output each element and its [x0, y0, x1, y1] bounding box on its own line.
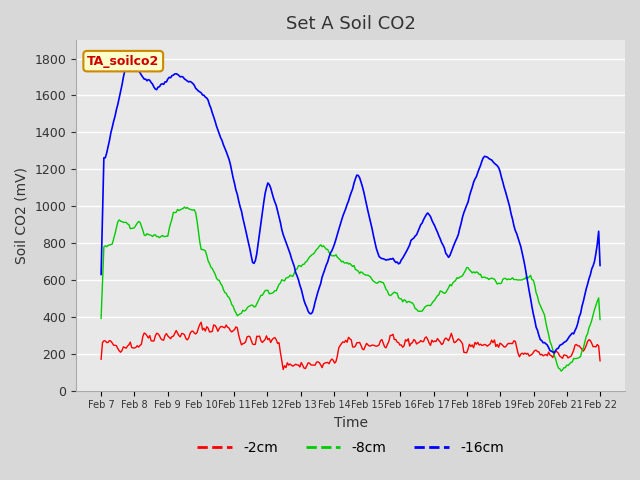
- -16cm: [596, 263, 604, 268]
- -8cm: [159, 233, 166, 239]
- -8cm: [571, 356, 579, 361]
- -8cm: [557, 368, 565, 374]
- -16cm: [97, 272, 105, 277]
- -8cm: [273, 288, 280, 294]
- -8cm: [317, 242, 324, 248]
- -2cm: [197, 319, 205, 325]
- -2cm: [159, 337, 166, 343]
- -2cm: [279, 367, 287, 372]
- -2cm: [264, 337, 272, 343]
- -16cm: [248, 253, 255, 259]
- -16cm: [550, 350, 558, 356]
- -16cm: [571, 328, 579, 334]
- Title: Set A Soil CO2: Set A Soil CO2: [285, 15, 415, 33]
- -2cm: [248, 337, 255, 343]
- -16cm: [273, 203, 280, 208]
- Text: TA_soilco2: TA_soilco2: [87, 55, 159, 68]
- Y-axis label: Soil CO2 (mV): Soil CO2 (mV): [15, 167, 29, 264]
- -8cm: [97, 315, 105, 321]
- -8cm: [180, 204, 188, 210]
- Line: -2cm: -2cm: [101, 322, 600, 370]
- -2cm: [571, 342, 579, 348]
- -8cm: [248, 302, 255, 308]
- -16cm: [125, 58, 132, 64]
- Line: -16cm: -16cm: [101, 61, 600, 353]
- -8cm: [264, 288, 272, 293]
- -16cm: [264, 180, 272, 186]
- -2cm: [273, 337, 280, 343]
- X-axis label: Time: Time: [333, 416, 367, 430]
- Legend: -2cm, -8cm, -16cm: -2cm, -8cm, -16cm: [192, 436, 509, 461]
- -2cm: [97, 356, 105, 362]
- -16cm: [160, 82, 168, 87]
- Line: -8cm: -8cm: [101, 207, 600, 371]
- -8cm: [596, 317, 604, 323]
- -16cm: [317, 281, 324, 287]
- -2cm: [596, 358, 604, 364]
- -2cm: [318, 365, 326, 371]
